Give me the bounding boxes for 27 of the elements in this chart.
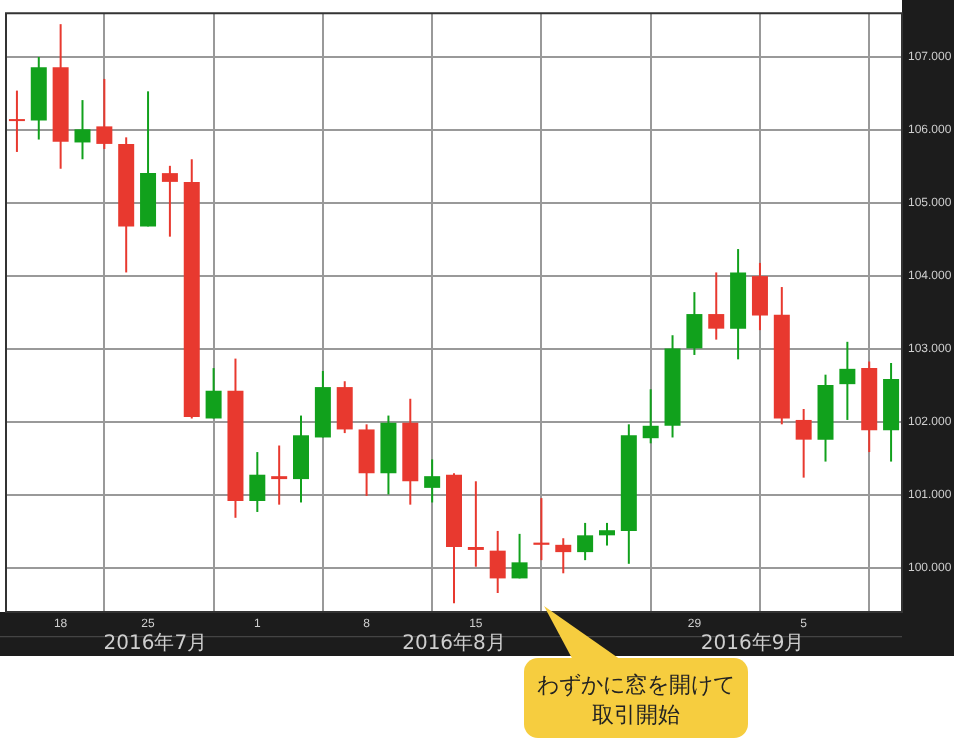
candlestick [795,407,812,479]
candlestick [96,77,113,151]
candlestick [74,99,91,161]
candlestick [358,423,375,497]
candlestick [555,537,572,575]
candlestick [293,414,310,504]
candlestick [249,451,266,513]
candlestick [686,291,703,356]
candlestick [489,529,506,595]
candlestick [161,164,178,238]
candlestick [467,480,484,568]
candlestick [533,497,550,562]
candlestick [424,458,441,504]
text: 2016年9月 [700,631,805,656]
candlestick [205,367,222,420]
candlestick [336,380,353,435]
text: 2016年7月 [103,631,208,656]
candlestick [271,444,288,506]
candlestick [839,340,856,421]
text: 2016年8月 [402,631,506,656]
candlestick [708,271,725,341]
candlestick [642,388,659,445]
candlestick [8,89,25,153]
candlestick [598,521,615,547]
candlestick [751,261,768,332]
candlestick [577,521,594,562]
candlestick [511,532,528,580]
